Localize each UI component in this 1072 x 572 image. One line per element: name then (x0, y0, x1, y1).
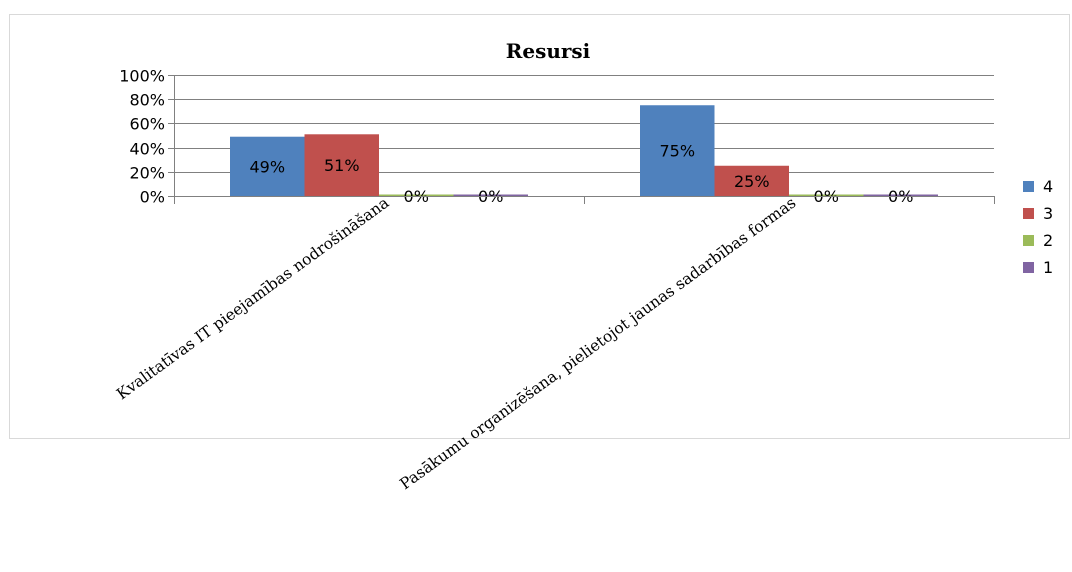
data-label: 75% (659, 142, 695, 161)
data-label: 51% (324, 156, 360, 175)
legend: 4 3 2 1 (1023, 177, 1053, 277)
bar-series-3-cat-1 (304, 134, 379, 196)
y-tick-label: 80% (129, 91, 165, 110)
bar-series-1-cat-1 (453, 194, 528, 196)
bar-series-2-cat-2 (789, 194, 864, 196)
y-tick-label: 40% (129, 140, 165, 159)
legend-swatch (1023, 235, 1034, 246)
legend-label: 3 (1043, 204, 1053, 223)
legend-label: 2 (1043, 231, 1053, 250)
y-axis-ticks: 0% 20% 40% 60% 80% 100% (119, 67, 165, 207)
data-label: 25% (734, 172, 770, 191)
legend-swatch (1023, 262, 1034, 273)
bar-series-4-cat-2 (640, 105, 715, 196)
bar-series-2-cat-1 (379, 194, 454, 196)
legend-swatch (1023, 181, 1034, 192)
legend-label: 1 (1043, 258, 1053, 277)
bar-series-4-cat-1 (230, 136, 305, 196)
y-tick-label: 100% (119, 67, 165, 86)
bar-series-1-cat-2 (863, 194, 938, 196)
y-tick-label: 0% (140, 188, 165, 207)
y-tick-label: 60% (129, 115, 165, 134)
legend-label: 4 (1043, 177, 1053, 196)
chart-frame (9, 14, 1070, 439)
bar-series-3-cat-2 (714, 165, 789, 196)
chart-title: Resursi (506, 39, 591, 63)
bars (230, 105, 938, 196)
axes (174, 75, 995, 204)
y-tick-label: 20% (129, 164, 165, 183)
data-label: 49% (249, 157, 285, 176)
legend-swatch (1023, 208, 1034, 219)
